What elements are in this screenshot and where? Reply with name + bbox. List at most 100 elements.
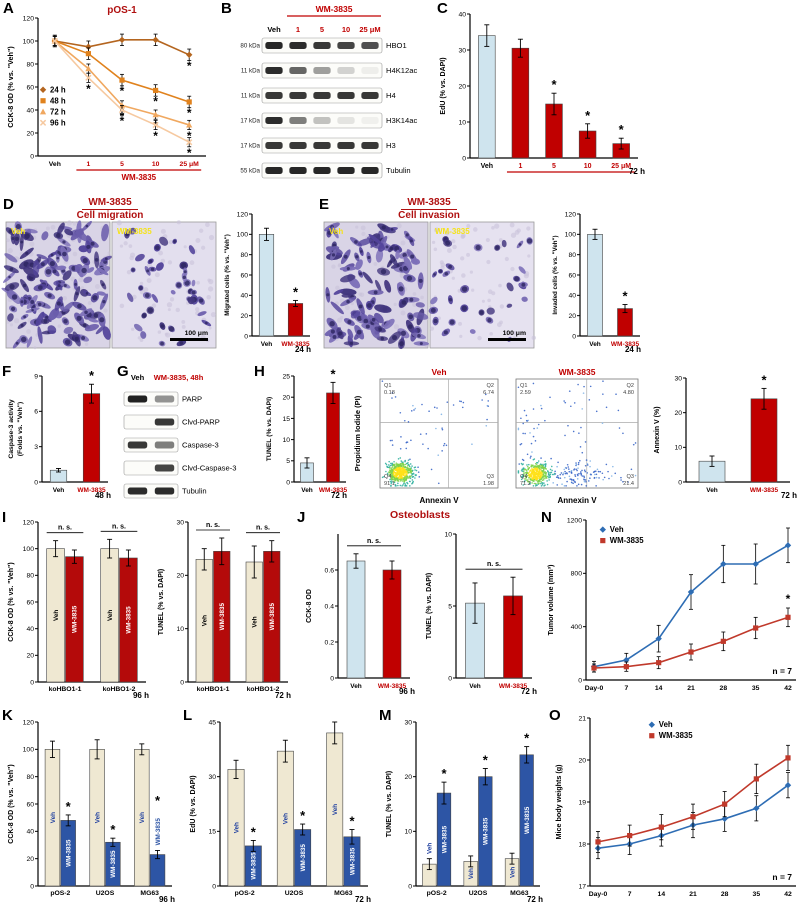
svg-text:Veh: Veh [589,341,601,348]
svg-text:0.6: 0.6 [325,567,335,574]
svg-text:*: * [441,766,447,781]
svg-text:20: 20 [404,774,412,781]
panel-o-body-weight-chart: 17 18 19 20 21 Mice body weights (g) Day-0 7 14 2… [554,715,796,898]
svg-text:9: 9 [34,373,38,380]
svg-text:*: * [187,146,192,160]
svg-text:1: 1 [518,163,522,170]
svg-text:72 h: 72 h [781,491,797,500]
svg-text:WM-3835: WM-3835 [77,487,106,494]
panel-e-veh-micrograph: Veh [323,221,430,350]
svg-text:30: 30 [674,375,682,382]
svg-text:Q3: Q3 [627,474,634,480]
panel-j-label: J [297,509,306,526]
svg-text:30: 30 [176,519,184,526]
svg-text:17: 17 [578,883,586,890]
svg-text:WM-3835: WM-3835 [559,367,596,377]
svg-text:71.2: 71.2 [520,481,531,487]
panel-g-western-blot: Veh WM-3835, 48h PARP Clvd-PARP Caspase-3 Clv… [123,373,236,499]
svg-text:72 h: 72 h [521,687,537,696]
panel-h-label: H [254,363,265,380]
svg-text:Veh: Veh [481,163,493,170]
svg-text:WM-3835: WM-3835 [251,852,258,880]
svg-text:17 kDa: 17 kDa [240,143,260,150]
svg-text:EdU (% vs. DAPI): EdU (% vs. DAPI) [440,57,447,114]
svg-text:0: 0 [34,479,38,486]
panel-i-label: I [2,509,7,526]
svg-text:H4: H4 [386,91,396,100]
svg-text:n. s.: n. s. [58,525,72,532]
svg-text:Veh: Veh [509,867,516,878]
svg-text:80: 80 [26,774,34,781]
svg-text:96 h: 96 h [399,687,415,696]
svg-text:96 h: 96 h [133,691,149,700]
svg-text:H4K12ac: H4K12ac [386,66,417,75]
svg-text:24 h: 24 h [295,345,311,354]
svg-text:Day-0: Day-0 [589,891,608,898]
svg-text:TUNEL (% vs. DAPI): TUNEL (% vs. DAPI) [266,397,273,461]
svg-text:Veh: Veh [233,822,240,833]
svg-text:WM-3835: WM-3835 [66,839,73,867]
svg-text:120: 120 [23,15,35,22]
svg-text:40: 40 [458,11,466,18]
svg-text:PARP: PARP [182,395,202,404]
svg-text:*: * [120,84,125,98]
svg-text:Mice body weights (g): Mice body weights (g) [554,764,563,840]
svg-text:Veh: Veh [252,616,259,627]
svg-text:100 μm: 100 μm [185,330,208,337]
panel-d-title: WM-3835 Cell migration [4,197,216,221]
svg-text:10: 10 [674,445,682,452]
svg-text:20: 20 [568,313,576,320]
svg-text:40: 40 [26,626,34,633]
panel-d-label: D [3,196,14,213]
svg-text:24 h: 24 h [50,85,66,94]
svg-text:55 kDa: 55 kDa [240,168,260,175]
panel-c-edu-bar-chart: 0 10 20 30 40 EdU (% vs. DAPI) Veh 1 * 5 * 10 * 25 μM… [440,11,645,176]
svg-text:0: 0 [678,479,682,486]
svg-text:Veh: Veh [469,683,481,690]
svg-text:*: * [349,814,355,829]
panel-d-veh-micrograph: Veh [1,220,113,350]
svg-text:*: * [187,106,192,120]
svg-text:60: 60 [240,272,248,279]
svg-text:40: 40 [26,829,34,836]
panel-o-label: O [549,707,561,724]
svg-text:15: 15 [208,829,216,836]
panel-m-label: M [379,707,392,724]
svg-text:Propidium Iodide (PI): Propidium Iodide (PI) [353,395,362,471]
svg-text:96 h: 96 h [50,118,66,127]
svg-text:0: 0 [578,677,582,684]
svg-text:Veh: Veh [267,25,281,34]
svg-text:Tubulin: Tubulin [182,487,207,496]
panel-a-cck8-line-chart: 0 20 40 60 80 100 120 CCK-8 OD (% vs. "Veh") pOS… [6,5,206,182]
svg-text:*: * [483,752,489,767]
svg-text:Veh: Veh [53,487,65,494]
svg-text:20: 20 [176,573,184,580]
svg-text:Annexin V (%): Annexin V (%) [654,406,661,453]
svg-text:n = 7: n = 7 [772,872,792,882]
svg-text:35: 35 [752,685,760,692]
svg-text:72 h: 72 h [331,491,347,500]
svg-text:100: 100 [23,546,35,553]
svg-text:25 μM: 25 μM [180,161,200,168]
svg-text:120: 120 [565,211,577,218]
svg-text:pOS-2: pOS-2 [427,890,447,897]
svg-text:72 h: 72 h [275,691,291,700]
svg-text:7: 7 [628,891,632,898]
svg-text:0: 0 [30,883,34,890]
svg-text:Veh: Veh [329,227,343,236]
svg-text:20: 20 [458,83,466,90]
svg-text:25 μM: 25 μM [611,163,631,170]
svg-text:45: 45 [208,719,216,726]
svg-text:48 h: 48 h [95,491,111,500]
svg-text:20: 20 [240,313,248,320]
panel-e-invasion-bar-chart: 0 20 40 60 80 100 120 Invaded cells (% vs. "Veh… [552,211,641,354]
svg-text:0: 0 [462,155,466,162]
svg-text:0: 0 [212,883,216,890]
svg-text:(Folds vs. "Veh"): (Folds vs. "Veh") [17,402,24,456]
panel-d-drug-title: WM-3835 [82,197,138,210]
svg-text:11 kDa: 11 kDa [241,68,261,75]
svg-text:7: 7 [624,685,628,692]
svg-text:WM-3835: WM-3835 [441,825,448,853]
svg-text:n = 7: n = 7 [772,666,792,676]
